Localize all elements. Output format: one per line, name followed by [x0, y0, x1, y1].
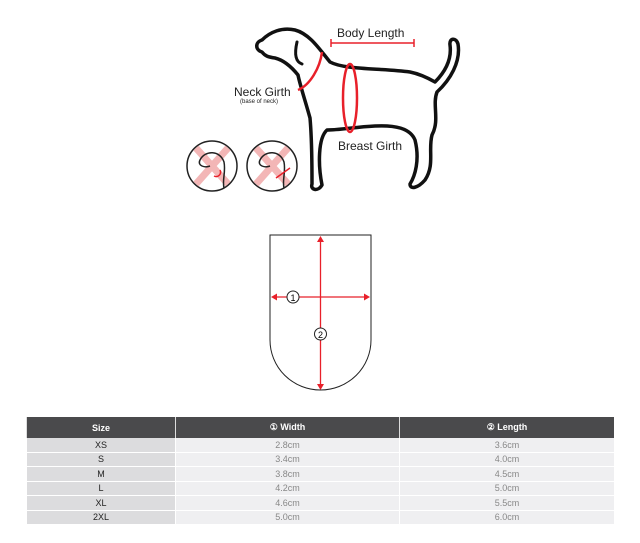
length-cell: 4.5cm: [399, 466, 614, 482]
table-row: XS 2.8cm 3.6cm: [26, 438, 614, 453]
svg-text:1: 1: [290, 293, 295, 303]
size-cell: S: [26, 452, 176, 467]
body-length-label: Body Length: [337, 26, 405, 40]
header-width: ① Width: [175, 417, 400, 438]
header-length: ② Length: [399, 417, 614, 438]
table-row: M 3.8cm 4.5cm: [26, 466, 614, 482]
table-row: XL 4.6cm 5.5cm: [26, 495, 614, 511]
table-row: S 3.4cm 4.0cm: [26, 452, 614, 467]
measurement-lines: [297, 39, 415, 134]
width-cell: 4.6cm: [175, 495, 400, 511]
length-marker: [314, 327, 327, 341]
table-header: Size ① Width ② Length: [26, 417, 614, 438]
table-row: 2XL 5.0cm 6.0cm: [26, 510, 614, 525]
tag-shape: 1 2: [269, 234, 372, 391]
length-cell: 4.0cm: [399, 452, 614, 467]
table-row: L 4.2cm 5.0cm: [26, 481, 614, 496]
header-size: Size: [26, 417, 176, 438]
neck-girth-note: (base of neck): [240, 99, 279, 105]
size-table: Size ① Width ② Length XS 2.8cm 3.6cm S 3.4cm…: [26, 417, 614, 525]
size-cell: XS: [26, 438, 176, 453]
width-cell: 2.8cm: [175, 438, 400, 453]
length-cell: 5.0cm: [399, 481, 614, 496]
size-cell: L: [26, 481, 176, 496]
size-cell: M: [26, 466, 176, 482]
wrong-fit-icon: [186, 140, 238, 192]
width-cell: 3.4cm: [175, 452, 400, 467]
size-cell: 2XL: [26, 510, 176, 525]
width-cell: 5.0cm: [175, 510, 400, 525]
svg-text:2: 2: [318, 330, 323, 340]
length-cell: 6.0cm: [399, 510, 614, 525]
length-cell: 5.5cm: [399, 495, 614, 511]
wrong-fit-icon: [246, 140, 298, 192]
length-cell: 3.6cm: [399, 438, 614, 453]
neck-girth-label: Neck Girth: [234, 85, 291, 99]
width-cell: 4.2cm: [175, 481, 400, 496]
breast-girth-label: Breast Girth: [338, 139, 403, 153]
size-cell: XL: [26, 495, 176, 511]
width-marker: [286, 290, 300, 304]
width-cell: 3.8cm: [175, 466, 400, 482]
